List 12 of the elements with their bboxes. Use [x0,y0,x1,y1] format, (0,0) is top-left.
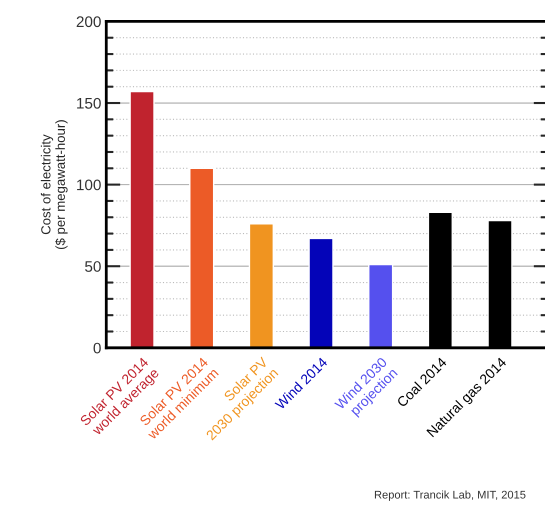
bar [368,264,394,348]
y-tick-label: 100 [77,179,101,190]
y-tick-label: 0 [94,342,101,354]
bar [308,238,334,348]
y-axis-title: Cost of electricity ($ per megawatt-hour) [40,120,68,250]
y-tick-label: 150 [77,98,101,109]
y-tick-label: 200 [76,16,101,28]
bar [129,90,155,348]
text: Report: Trancik Lab, MIT, 2015 [374,490,526,501]
bar [189,168,214,348]
bar [248,223,274,348]
y-tick-label: 50 [85,261,101,272]
